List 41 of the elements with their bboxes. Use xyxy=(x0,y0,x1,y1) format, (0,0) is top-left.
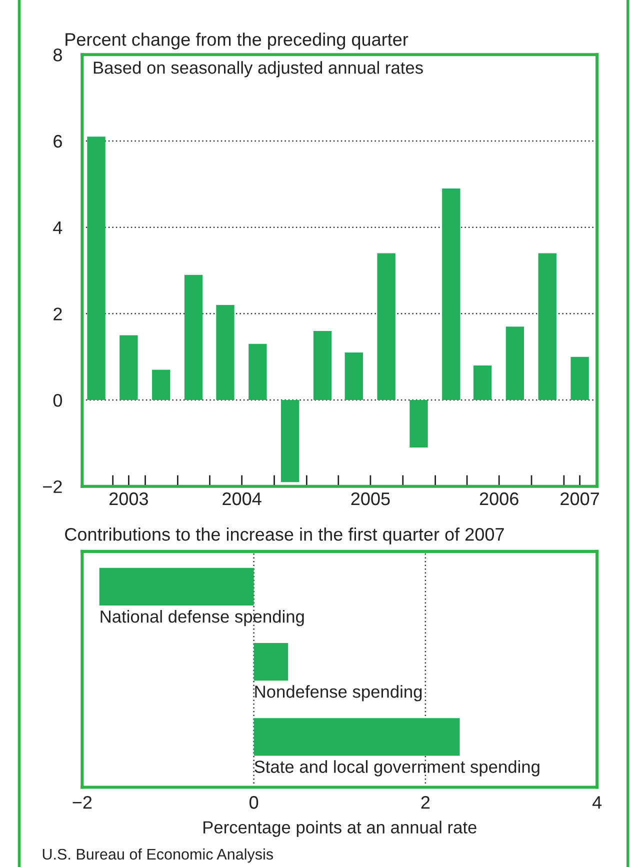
y-tick-label: Nondefense spending xyxy=(255,685,422,702)
text: U.S. Bureau of Economic Analysis xyxy=(42,848,274,863)
bar xyxy=(313,330,332,400)
x-tick-label: 2003 xyxy=(110,492,148,506)
x-tick-label: 4 xyxy=(592,796,602,809)
bar xyxy=(216,305,234,400)
bar xyxy=(410,400,428,448)
y-tick-label: 0 xyxy=(53,394,62,407)
y-tick-label: State and local government spending xyxy=(254,760,540,776)
bar xyxy=(248,344,267,400)
y-tick-label: 2 xyxy=(54,308,62,320)
bar xyxy=(538,253,556,400)
bar xyxy=(442,188,460,400)
y-tick-label: 8 xyxy=(53,48,62,62)
x-tick-label: 2 xyxy=(421,796,430,809)
bar xyxy=(184,274,203,400)
x-tick-label: 2005 xyxy=(351,492,390,506)
chart-title: Contributions to the increase in the first quarter of 2007 xyxy=(65,528,504,544)
y-tick-label: −2 xyxy=(43,480,62,493)
bar xyxy=(152,370,170,400)
x-tick-label: 2004 xyxy=(222,492,262,506)
bar xyxy=(473,365,492,400)
bar xyxy=(506,326,524,400)
y-tick-label: 6 xyxy=(54,134,62,148)
chart-subtitle: Based on seasonally adjusted annual rates xyxy=(94,61,423,78)
bar xyxy=(344,352,363,400)
bar xyxy=(99,568,254,606)
y-tick-label: 4 xyxy=(53,221,62,234)
bar xyxy=(87,136,106,400)
bar xyxy=(254,718,460,756)
bar xyxy=(377,253,396,400)
x-axis-title: Percentage points at an annual rate xyxy=(204,820,476,837)
y-tick-label: National defense spending xyxy=(100,610,304,626)
bar xyxy=(120,335,138,400)
bar xyxy=(254,643,288,681)
bar xyxy=(281,400,300,482)
x-tick-label: 2006 xyxy=(480,492,518,506)
chart-title: Percent change from the preceding quarter xyxy=(66,32,408,50)
x-tick-label: −2 xyxy=(72,796,92,809)
bar xyxy=(570,356,589,400)
x-tick-label: 2007 xyxy=(560,492,599,506)
